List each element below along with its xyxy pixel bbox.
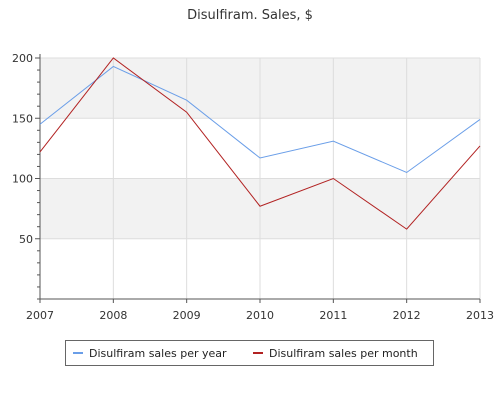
x-tick-label: 2012	[393, 309, 421, 322]
x-tick-label: 2010	[246, 309, 274, 322]
x-tick-label: 2013	[466, 309, 494, 322]
legend-box	[65, 340, 434, 366]
series-line-2	[39, 57, 481, 230]
x-tick-label: 2008	[99, 309, 127, 322]
axes: 50 100 150 200 2007 2008 2009 2010 2011 2012 2013	[12, 52, 494, 322]
legend: Disulfiram sales per year Disulfiram sale…	[65, 340, 434, 366]
series-lines	[39, 57, 481, 230]
x-tick-label: 2009	[173, 309, 201, 322]
legend-label: Disulfiram sales per year	[89, 347, 227, 360]
y-tick-label: 200	[12, 52, 33, 65]
y-tick-label: 50	[19, 233, 33, 246]
legend-label: Disulfiram sales per month	[269, 347, 418, 360]
chart-title: Disulfiram. Sales, $	[187, 8, 313, 23]
series-line-1	[39, 65, 481, 174]
y-tick-label: 150	[12, 112, 33, 125]
x-tick-label: 2011	[319, 309, 347, 322]
x-tick-label: 2007	[26, 309, 54, 322]
y-tick-label: 100	[12, 173, 33, 186]
